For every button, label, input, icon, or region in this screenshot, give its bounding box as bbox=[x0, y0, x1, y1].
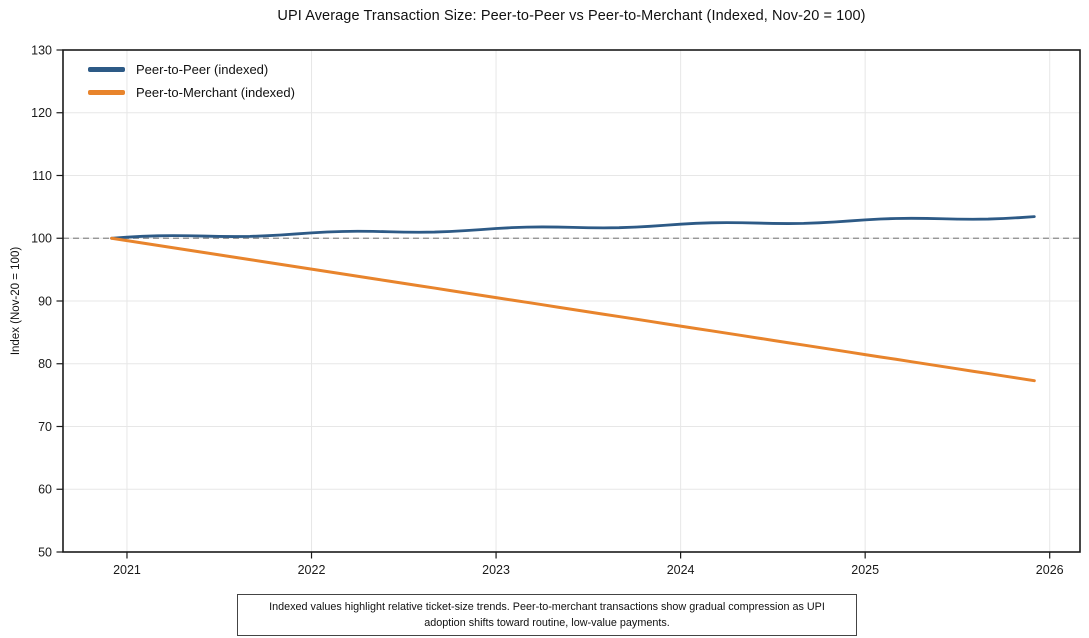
p2m-line-series bbox=[110, 236, 1036, 383]
x-tick-label: 2026 bbox=[1036, 563, 1064, 577]
x-tick-label: 2022 bbox=[298, 563, 326, 577]
p2p-line-series bbox=[110, 215, 1036, 240]
y-tick-label: 50 bbox=[38, 545, 52, 559]
p2p-line-swatch-icon bbox=[88, 67, 125, 72]
legend-label-p2m: Peer-to-Merchant (indexed) bbox=[136, 85, 295, 100]
x-tick-label: 2025 bbox=[851, 563, 879, 577]
y-tick-label: 60 bbox=[38, 483, 52, 497]
x-tick-label: 2021 bbox=[113, 563, 141, 577]
x-tick-label: 2023 bbox=[482, 563, 510, 577]
p2m-line-swatch-icon bbox=[88, 90, 125, 95]
y-tick-label: 70 bbox=[38, 420, 52, 434]
y-axis-label: Index (Nov-20 = 100) bbox=[10, 246, 22, 356]
y-tick-label: 80 bbox=[38, 357, 52, 371]
y-tick-label: 120 bbox=[31, 106, 52, 120]
caption-box: Indexed values highlight relative ticket… bbox=[237, 594, 857, 637]
y-tick-label: 130 bbox=[31, 43, 52, 57]
x-tick-label: 2024 bbox=[667, 563, 695, 577]
legend-item-p2p: Peer-to-Peer (indexed) bbox=[88, 61, 295, 78]
legend: Peer-to-Peer (indexed) Peer-to-Merchant … bbox=[88, 61, 295, 101]
legend-label-p2p: Peer-to-Peer (indexed) bbox=[136, 62, 269, 77]
y-tick-label: 110 bbox=[32, 169, 52, 183]
y-tick-label: 90 bbox=[38, 294, 52, 308]
chart-title: UPI Average Transaction Size: Peer-to-Pe… bbox=[277, 8, 866, 24]
y-tick-label: 100 bbox=[31, 232, 52, 246]
legend-item-p2m: Peer-to-Merchant (indexed) bbox=[88, 84, 295, 101]
